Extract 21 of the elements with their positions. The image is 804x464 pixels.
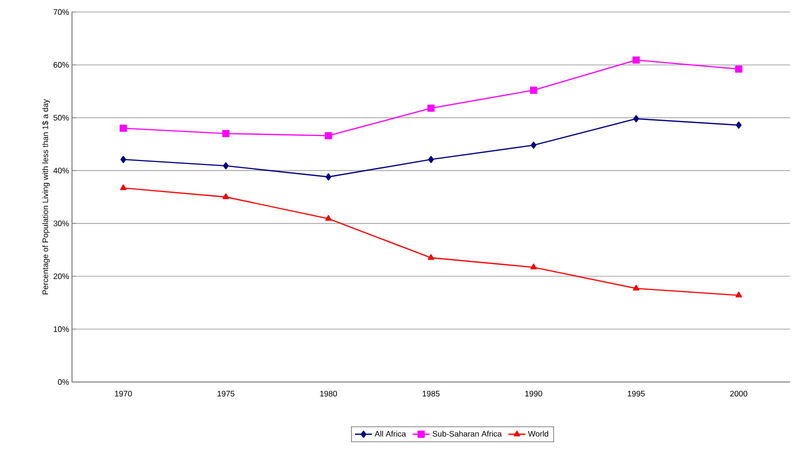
point [530, 264, 537, 270]
point [530, 142, 536, 149]
point [428, 254, 434, 260]
point [120, 124, 127, 132]
point [633, 115, 639, 122]
point [632, 284, 640, 291]
point [735, 65, 742, 73]
point [223, 162, 229, 170]
point [736, 292, 742, 298]
point [326, 173, 332, 180]
point [120, 156, 126, 164]
point [428, 156, 434, 164]
point [120, 184, 126, 190]
point [324, 132, 332, 140]
point [222, 130, 230, 138]
point [222, 193, 230, 200]
point [325, 215, 332, 221]
point [530, 86, 538, 94]
point [632, 56, 640, 64]
point [427, 104, 435, 112]
point [736, 122, 742, 129]
